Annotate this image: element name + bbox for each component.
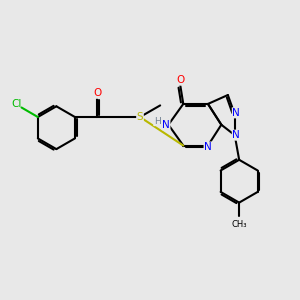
- Text: N: N: [204, 142, 212, 152]
- Text: N: N: [162, 120, 170, 130]
- Text: H: H: [154, 117, 160, 126]
- Text: O: O: [93, 88, 101, 98]
- Text: N: N: [232, 130, 240, 140]
- Text: Cl: Cl: [11, 99, 21, 109]
- Text: CH₃: CH₃: [231, 220, 247, 229]
- Text: S: S: [137, 112, 143, 122]
- Text: N: N: [232, 108, 240, 118]
- Text: O: O: [176, 75, 184, 85]
